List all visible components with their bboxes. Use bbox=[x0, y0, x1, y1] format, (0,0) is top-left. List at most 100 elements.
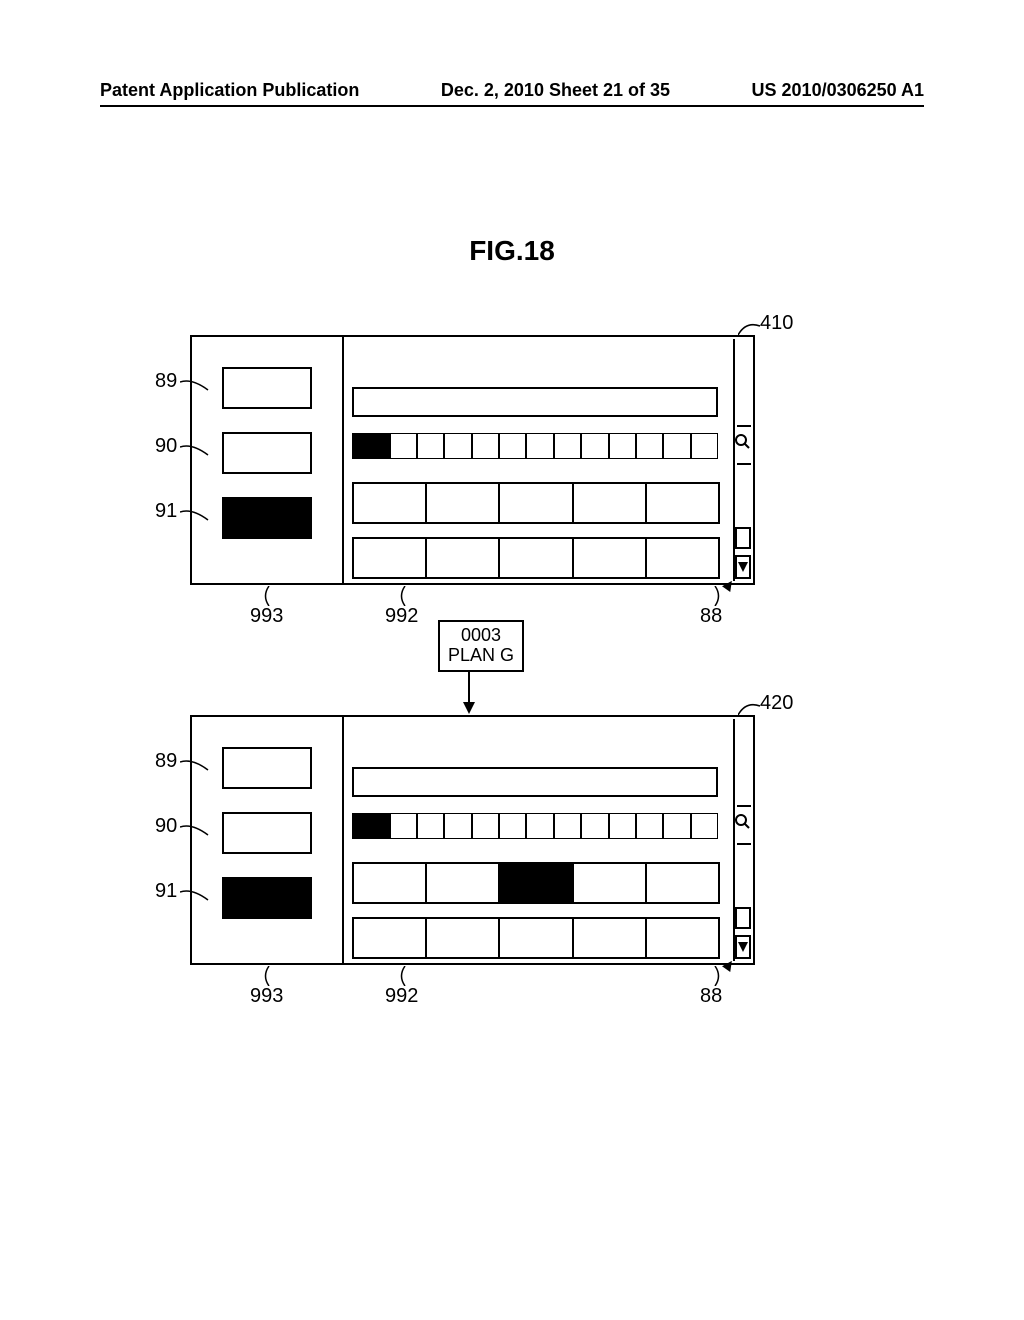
panel-420-cell bbox=[498, 917, 573, 959]
label-89-top: 89 bbox=[155, 370, 177, 393]
panel-410-seg-row bbox=[352, 433, 718, 459]
panel-410-seg bbox=[636, 433, 663, 459]
panel-420-cell bbox=[425, 917, 500, 959]
panel-410-scrollbar[interactable] bbox=[733, 339, 751, 581]
panel-420-seg bbox=[526, 813, 553, 839]
label-89-bottom: 89 bbox=[155, 750, 177, 773]
lead-88-top bbox=[708, 586, 722, 606]
lead-91-bottom bbox=[180, 888, 210, 906]
panel-410-leftbox-90 bbox=[222, 432, 312, 474]
panel-420-wide-bar bbox=[352, 767, 718, 797]
panel-420-vdiv bbox=[342, 717, 344, 963]
scroll-down-button[interactable] bbox=[735, 935, 751, 959]
lead-993-bottom bbox=[262, 966, 276, 986]
panel-410-seg bbox=[609, 433, 636, 459]
panel-420-cell bbox=[352, 862, 427, 904]
drop-arrow-stem bbox=[468, 672, 470, 706]
label-993-top: 993 bbox=[250, 605, 283, 628]
scroll-thumb[interactable] bbox=[735, 907, 751, 929]
figure-title: FIG.18 bbox=[0, 235, 1024, 267]
panel-410-seg bbox=[472, 433, 499, 459]
panel-420-seg bbox=[609, 813, 636, 839]
panel-410-seg-0 bbox=[352, 433, 390, 459]
panel-410-cell bbox=[572, 482, 647, 524]
panel-410-seg bbox=[526, 433, 553, 459]
panel-420-cell-row-2 bbox=[352, 917, 718, 959]
label-88-top: 88 bbox=[700, 605, 722, 628]
panel-420-seg bbox=[499, 813, 526, 839]
lead-88-bottom bbox=[708, 966, 722, 986]
panel-410-cell bbox=[425, 537, 500, 579]
label-993-bottom: 993 bbox=[250, 985, 283, 1008]
scroll-thumb[interactable] bbox=[735, 527, 751, 549]
panel-420-cell bbox=[645, 917, 720, 959]
panel-410-seg bbox=[417, 433, 444, 459]
drop-label-line1: 0003 bbox=[448, 626, 514, 646]
panel-420-cell bbox=[352, 917, 427, 959]
panel-410-cell bbox=[572, 537, 647, 579]
drop-label-line2: PLAN G bbox=[448, 646, 514, 666]
panel-420-cell bbox=[498, 862, 573, 904]
label-992-bottom: 992 bbox=[385, 985, 418, 1008]
lead-992-top bbox=[398, 586, 412, 606]
panel-420-scrollbar[interactable] bbox=[733, 719, 751, 961]
panel-410-seg bbox=[444, 433, 471, 459]
panel-420-seg bbox=[417, 813, 444, 839]
panel-420 bbox=[190, 715, 755, 965]
panel-410-cell-row-2 bbox=[352, 537, 718, 579]
lead-90-bottom bbox=[180, 823, 210, 841]
panel-410-wide-bar bbox=[352, 387, 718, 417]
label-90-top: 90 bbox=[155, 435, 177, 458]
panel-420-seg bbox=[581, 813, 608, 839]
magnify-icon bbox=[734, 813, 750, 829]
panel-420-cell-row-1 bbox=[352, 862, 718, 904]
panel-420-cell bbox=[645, 862, 720, 904]
panel-410-seg bbox=[663, 433, 690, 459]
lead-90-top bbox=[180, 443, 210, 461]
panel-420-seg-row bbox=[352, 813, 718, 839]
panel-420-cell bbox=[572, 917, 647, 959]
panel-410-cell bbox=[425, 482, 500, 524]
panel-420-cell bbox=[572, 862, 647, 904]
panel-410-seg bbox=[390, 433, 417, 459]
label-992-top: 992 bbox=[385, 605, 418, 628]
label-91-bottom: 91 bbox=[155, 880, 177, 903]
lead-993-top bbox=[262, 586, 276, 606]
panel-410-cell-row-1 bbox=[352, 482, 718, 524]
chevron-down-icon bbox=[738, 942, 748, 952]
panel-410-seg bbox=[581, 433, 608, 459]
scroll-down-button[interactable] bbox=[735, 555, 751, 579]
header-rule bbox=[100, 105, 924, 107]
panel-410 bbox=[190, 335, 755, 585]
panel-420-seg-0 bbox=[352, 813, 390, 839]
panel-420-seg bbox=[636, 813, 663, 839]
label-90-bottom: 90 bbox=[155, 815, 177, 838]
panel-410-vdiv bbox=[342, 337, 344, 583]
panel-410-cell bbox=[645, 482, 720, 524]
panel-410-cell bbox=[498, 537, 573, 579]
lead-91-top bbox=[180, 508, 210, 526]
panel-420-seg bbox=[444, 813, 471, 839]
panel-420-cell bbox=[425, 862, 500, 904]
panel-420-seg bbox=[390, 813, 417, 839]
panel-410-cell bbox=[352, 482, 427, 524]
panel-420-seg bbox=[472, 813, 499, 839]
drop-label-box: 0003 PLAN G bbox=[438, 620, 524, 672]
panel-410-leftbox-91 bbox=[222, 497, 312, 539]
header-center: Dec. 2, 2010 Sheet 21 of 35 bbox=[441, 80, 670, 101]
panel-410-cell bbox=[352, 537, 427, 579]
panel-420-id-label: 420 bbox=[760, 692, 793, 715]
panel-410-id-label: 410 bbox=[760, 312, 793, 335]
chevron-down-icon bbox=[738, 562, 748, 572]
lead-89-top bbox=[180, 378, 210, 396]
panel-420-seg bbox=[691, 813, 718, 839]
magnify-icon bbox=[734, 433, 750, 449]
drop-arrow-head bbox=[463, 702, 475, 714]
lead-89-bottom bbox=[180, 758, 210, 776]
panel-410-seg bbox=[691, 433, 718, 459]
label-91-top: 91 bbox=[155, 500, 177, 523]
label-88-bottom: 88 bbox=[700, 985, 722, 1008]
panel-420-seg bbox=[663, 813, 690, 839]
panel-410-seg bbox=[554, 433, 581, 459]
panel-410-cell bbox=[498, 482, 573, 524]
